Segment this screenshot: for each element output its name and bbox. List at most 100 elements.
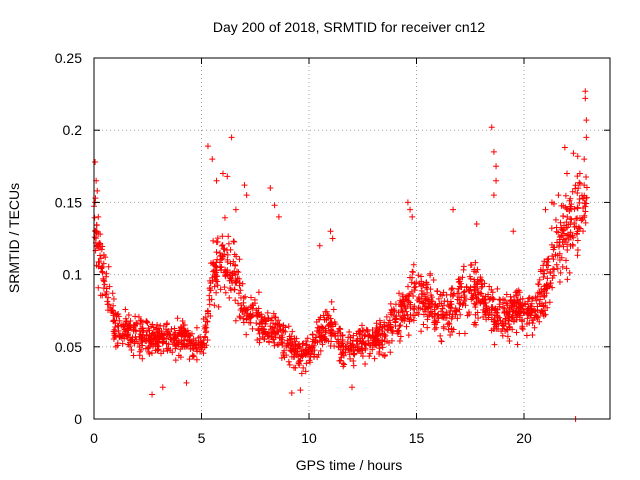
data-point bbox=[388, 337, 395, 344]
data-point bbox=[432, 310, 439, 317]
data-point bbox=[511, 317, 518, 324]
data-point bbox=[193, 324, 200, 331]
data-point bbox=[353, 342, 360, 349]
data-point bbox=[198, 344, 205, 351]
data-point bbox=[448, 325, 455, 332]
data-point bbox=[275, 213, 282, 220]
data-point bbox=[328, 298, 335, 305]
data-point bbox=[447, 307, 454, 314]
data-point bbox=[435, 295, 442, 302]
data-point bbox=[171, 331, 178, 338]
data-point bbox=[455, 276, 462, 283]
data-point bbox=[350, 343, 357, 350]
data-point bbox=[513, 329, 520, 336]
data-point bbox=[214, 256, 221, 263]
data-point bbox=[302, 368, 309, 375]
data-point bbox=[156, 328, 163, 335]
data-point bbox=[563, 219, 570, 226]
data-point bbox=[232, 206, 239, 213]
data-point bbox=[517, 304, 524, 311]
data-point bbox=[471, 268, 478, 275]
data-point bbox=[229, 271, 236, 278]
data-point bbox=[189, 339, 196, 346]
data-point bbox=[195, 334, 202, 341]
data-point bbox=[574, 252, 581, 259]
data-point bbox=[325, 338, 332, 345]
data-point bbox=[392, 301, 399, 308]
data-point bbox=[583, 134, 590, 141]
data-point bbox=[444, 321, 451, 328]
data-point bbox=[409, 268, 416, 275]
data-point bbox=[204, 143, 211, 150]
data-point bbox=[427, 292, 434, 299]
data-point bbox=[328, 321, 335, 328]
data-point bbox=[243, 316, 250, 323]
data-point bbox=[172, 357, 179, 364]
data-point bbox=[376, 350, 383, 357]
data-point bbox=[330, 306, 337, 313]
data-point bbox=[422, 296, 429, 303]
data-point bbox=[193, 356, 200, 363]
data-point bbox=[544, 256, 551, 263]
data-point bbox=[307, 359, 314, 366]
data-point bbox=[583, 194, 590, 201]
data-point bbox=[349, 384, 355, 391]
data-point bbox=[338, 354, 345, 361]
data-point bbox=[270, 320, 277, 327]
data-point bbox=[404, 199, 411, 206]
data-point bbox=[100, 260, 107, 267]
grid-layer bbox=[94, 58, 610, 419]
data-point bbox=[148, 340, 155, 347]
data-point bbox=[493, 323, 500, 330]
plot-frame bbox=[93, 57, 611, 420]
data-point bbox=[169, 349, 176, 356]
data-point bbox=[172, 342, 179, 349]
data-point bbox=[155, 334, 162, 341]
data-point bbox=[132, 313, 139, 320]
data-point bbox=[502, 327, 509, 334]
data-point bbox=[307, 353, 314, 360]
data-point bbox=[227, 260, 234, 267]
data-point bbox=[420, 311, 427, 318]
data-point bbox=[516, 314, 523, 321]
data-point bbox=[181, 322, 188, 329]
data-point bbox=[344, 338, 351, 345]
data-point bbox=[267, 184, 274, 191]
data-point bbox=[285, 358, 292, 365]
data-point bbox=[379, 344, 386, 351]
data-point bbox=[220, 170, 226, 177]
data-point bbox=[574, 189, 581, 196]
data-point bbox=[366, 332, 373, 339]
data-point bbox=[334, 330, 341, 337]
data-point bbox=[231, 238, 238, 245]
data-point bbox=[540, 267, 547, 274]
data-point bbox=[247, 314, 254, 321]
data-point bbox=[567, 215, 574, 222]
data-point bbox=[564, 241, 571, 248]
data-point bbox=[528, 309, 535, 316]
data-point bbox=[325, 322, 332, 329]
data-point bbox=[414, 297, 421, 304]
data-point bbox=[91, 214, 98, 221]
data-point bbox=[465, 287, 472, 294]
data-point bbox=[580, 205, 587, 212]
data-point bbox=[411, 284, 418, 291]
data-point bbox=[473, 221, 480, 228]
data-point bbox=[362, 340, 369, 347]
data-point bbox=[358, 322, 365, 329]
data-point bbox=[373, 339, 380, 346]
data-point bbox=[570, 150, 577, 157]
data-point bbox=[541, 307, 548, 314]
data-point bbox=[387, 323, 394, 330]
data-point bbox=[493, 177, 500, 184]
data-point bbox=[550, 272, 557, 279]
data-point bbox=[548, 199, 555, 206]
data-point bbox=[175, 338, 182, 345]
data-point bbox=[115, 327, 122, 334]
data-point bbox=[138, 334, 145, 341]
data-point bbox=[256, 330, 263, 337]
data-point bbox=[438, 338, 445, 345]
data-point bbox=[102, 254, 109, 261]
data-point bbox=[279, 339, 286, 346]
data-point bbox=[472, 321, 479, 328]
